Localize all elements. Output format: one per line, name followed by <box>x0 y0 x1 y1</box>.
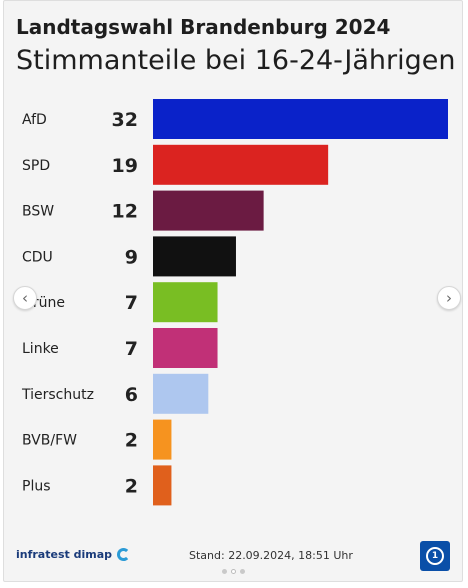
carousel-prev-button[interactable]: ‹ <box>13 286 37 310</box>
value-label: 12 <box>112 201 138 223</box>
bar <box>153 144 329 185</box>
category-label: Linke <box>22 341 59 357</box>
category-label: Plus <box>22 478 51 494</box>
bar <box>153 328 218 368</box>
value-label: 19 <box>112 155 138 177</box>
bar <box>153 236 236 277</box>
carousel-dot[interactable] <box>239 569 245 574</box>
bar <box>153 419 172 460</box>
category-label: SPD <box>22 158 50 174</box>
chart-title: Landtagswahl Brandenburg 2024 <box>16 15 391 39</box>
value-label: 2 <box>125 430 138 452</box>
chevron-left-icon: ‹ <box>22 288 28 307</box>
carousel-indicator <box>4 569 462 574</box>
chart-subtitle: Stimmanteile bei 16-24-Jährigen <box>16 45 456 76</box>
category-label: AfD <box>22 112 47 128</box>
bar <box>153 373 209 414</box>
value-label: 32 <box>112 109 138 131</box>
category-label: BVB/FW <box>22 433 77 449</box>
value-label: 6 <box>125 384 138 406</box>
category-label: BSW <box>22 204 54 220</box>
value-label: 9 <box>125 246 138 268</box>
carousel-dot[interactable] <box>221 569 227 574</box>
ard-logo-icon: 1 <box>420 541 450 571</box>
carousel-dot-active[interactable] <box>230 569 236 574</box>
value-label: 7 <box>125 338 138 360</box>
chart-card: Landtagswahl Brandenburg 2024 Stimmantei… <box>3 0 463 582</box>
bar <box>153 282 218 323</box>
source-label: infratest dimap <box>16 548 112 561</box>
value-label: 7 <box>125 292 138 314</box>
carousel-next-button[interactable]: › <box>437 286 461 310</box>
bar <box>153 99 448 139</box>
source-logo: infratest dimap <box>16 548 130 561</box>
bar <box>153 465 172 506</box>
bar <box>153 190 264 231</box>
category-label: CDU <box>22 249 53 265</box>
infratest-dimap-logo-icon <box>117 548 130 561</box>
value-label: 2 <box>125 475 138 497</box>
category-label: Tierschutz <box>21 387 94 403</box>
timestamp: Stand: 22.09.2024, 18:51 Uhr <box>189 549 353 562</box>
chevron-right-icon: › <box>446 288 452 307</box>
